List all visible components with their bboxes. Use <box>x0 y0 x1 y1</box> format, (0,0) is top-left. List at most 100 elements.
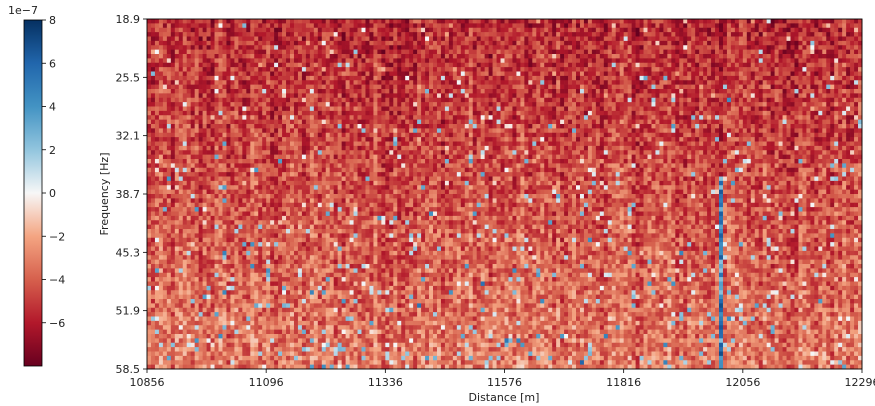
heatmap-cell <box>290 23 295 29</box>
heatmap-cell <box>329 36 335 42</box>
heatmap-cell <box>734 71 740 77</box>
heatmap-cell <box>667 124 672 129</box>
heatmap-cell <box>695 49 700 55</box>
heatmap-cell <box>349 67 354 72</box>
heatmap-cell <box>516 67 521 72</box>
heatmap-cell <box>627 67 632 72</box>
heatmap-cell <box>448 89 454 94</box>
heatmap-cell <box>333 102 339 107</box>
heatmap-cell <box>154 19 160 24</box>
heatmap-cell <box>726 80 732 85</box>
heatmap-cell <box>568 132 573 138</box>
colorbar-gradient <box>23 19 43 367</box>
heatmap-cell <box>492 106 497 112</box>
heatmap-cell <box>444 128 450 134</box>
heatmap-cell <box>278 110 283 116</box>
heatmap-cell <box>711 115 716 120</box>
heatmap-cell <box>564 62 569 68</box>
heatmap-cell <box>369 54 374 59</box>
heatmap-cell <box>722 19 728 24</box>
heatmap-cell <box>806 19 811 24</box>
heatmap-cell <box>147 54 152 59</box>
heatmap-cell <box>512 97 517 103</box>
heatmap-cell <box>166 75 172 81</box>
heatmap-cell <box>238 124 243 129</box>
heatmap-cell <box>444 32 450 37</box>
heatmap-cell <box>631 71 636 77</box>
heatmap-cell <box>806 102 811 107</box>
heatmap-cell <box>834 124 839 129</box>
heatmap-cell <box>830 110 835 116</box>
heatmap-cell <box>699 119 704 125</box>
heatmap-cell <box>436 32 442 37</box>
heatmap-cell <box>647 40 652 46</box>
heatmap-cell <box>750 132 756 138</box>
heatmap-cell <box>258 106 263 112</box>
heatmap-cell <box>623 58 628 64</box>
heatmap-cell <box>496 89 501 94</box>
heatmap-cell <box>270 67 275 72</box>
heatmap-cell <box>536 106 541 112</box>
heatmap-cell <box>583 124 589 129</box>
heatmap-cell <box>345 93 350 99</box>
heatmap-cell <box>667 36 672 42</box>
heatmap-cell <box>798 119 803 125</box>
heatmap-cell <box>492 67 497 72</box>
heatmap-cell <box>766 32 771 37</box>
heatmap-cell <box>341 106 346 112</box>
heatmap-cell <box>786 40 791 46</box>
heatmap-cell <box>603 132 609 138</box>
heatmap-cell <box>381 36 386 42</box>
heatmap-cell <box>337 89 342 94</box>
heatmap-cell <box>202 27 207 33</box>
heatmap-cell <box>274 128 279 134</box>
heatmap-cell <box>726 27 732 33</box>
heatmap-cell <box>635 75 640 81</box>
heatmap-cell <box>603 45 609 50</box>
heatmap-cell <box>536 58 541 64</box>
heatmap-cell <box>774 75 779 81</box>
heatmap-cell <box>238 75 243 81</box>
heatmap-cell <box>170 45 176 50</box>
heatmap-cell <box>603 115 609 120</box>
heatmap-cell <box>162 23 168 29</box>
heatmap-cell <box>619 75 625 81</box>
heatmap-cell <box>381 71 386 77</box>
heatmap-cell <box>178 137 184 142</box>
heatmap-cell <box>150 89 156 94</box>
heatmap-cell <box>516 71 521 77</box>
heatmap-cell <box>293 106 299 112</box>
heatmap-cell <box>270 62 275 68</box>
heatmap-cell <box>742 62 748 68</box>
heatmap-cell <box>548 124 553 129</box>
heatmap-cell <box>814 62 819 68</box>
heatmap-cell <box>317 124 323 129</box>
heatmap-cell <box>206 54 211 59</box>
heatmap-cell <box>659 115 664 120</box>
heatmap-cell <box>754 80 760 85</box>
heatmap-cell <box>234 54 239 59</box>
heatmap-cell <box>381 75 386 81</box>
heatmap-cell <box>492 89 497 94</box>
heatmap-cell <box>810 119 815 125</box>
heatmap-cell <box>150 58 156 64</box>
heatmap-cell <box>325 128 331 134</box>
heatmap-cell <box>393 97 398 103</box>
heatmap-cell <box>647 58 652 64</box>
heatmap-cell <box>623 32 628 37</box>
heatmap-cell <box>429 19 434 24</box>
heatmap-cell <box>166 89 172 94</box>
heatmap-cell <box>806 119 811 125</box>
heatmap-cell <box>742 67 748 72</box>
heatmap-cell <box>186 93 192 99</box>
heatmap-cell <box>699 58 704 64</box>
heatmap-cell <box>488 132 493 138</box>
heatmap-cell <box>675 32 680 37</box>
heatmap-cell <box>286 36 291 42</box>
heatmap-cell <box>782 119 787 125</box>
heatmap-cell <box>337 119 342 125</box>
heatmap-cell <box>444 45 450 50</box>
heatmap-cell <box>496 19 501 24</box>
heatmap-cell <box>834 27 839 33</box>
heatmap-cell <box>266 45 271 50</box>
